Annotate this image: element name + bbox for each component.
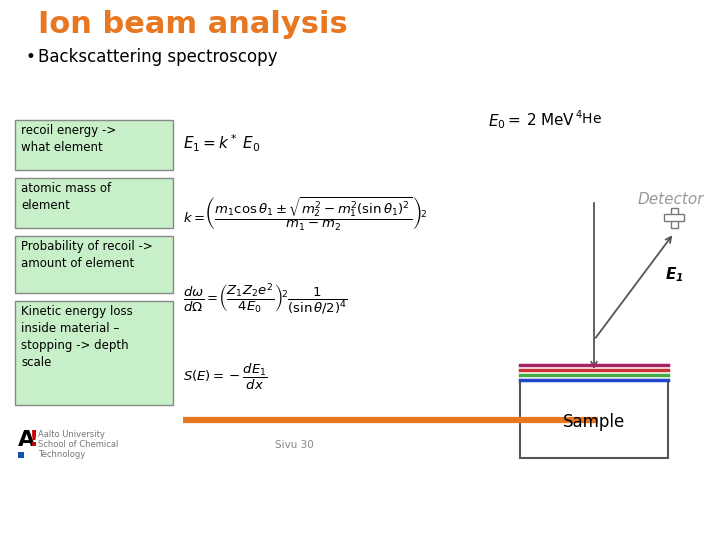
Text: $E_1 = k^* \; E_0$: $E_1 = k^* \; E_0$ bbox=[183, 133, 261, 154]
Bar bbox=[18, 452, 24, 458]
Bar bbox=[664, 214, 684, 221]
Text: A: A bbox=[18, 430, 35, 450]
Text: $k = \!\left(\dfrac{m_1\cos\theta_1 \pm \sqrt{m_2^2 - m_1^2(\sin\theta_1)^2}}{m_: $k = \!\left(\dfrac{m_1\cos\theta_1 \pm … bbox=[183, 196, 428, 233]
Text: Sivu 30: Sivu 30 bbox=[275, 440, 314, 450]
Text: !: ! bbox=[29, 430, 39, 450]
Text: recoil energy ->
what element: recoil energy -> what element bbox=[21, 124, 116, 154]
Text: Probability of recoil ->
amount of element: Probability of recoil -> amount of eleme… bbox=[21, 240, 153, 270]
FancyBboxPatch shape bbox=[15, 178, 173, 228]
Text: Detector: Detector bbox=[638, 192, 704, 207]
Bar bbox=[520, 380, 668, 458]
FancyBboxPatch shape bbox=[15, 120, 173, 170]
Text: $E_0$: $E_0$ bbox=[488, 112, 505, 131]
Text: Technology: Technology bbox=[38, 450, 85, 459]
Bar bbox=[671, 208, 678, 228]
Text: $S(E) = -\dfrac{dE_1}{dx}$: $S(E) = -\dfrac{dE_1}{dx}$ bbox=[183, 362, 268, 392]
Text: •: • bbox=[25, 48, 35, 66]
FancyBboxPatch shape bbox=[15, 301, 173, 405]
Text: $\dfrac{d\omega}{d\Omega} = \!\left(\dfrac{Z_1 Z_2 e^2}{4E_0}\right)^{\!2} \dfra: $\dfrac{d\omega}{d\Omega} = \!\left(\dfr… bbox=[183, 282, 348, 317]
Text: atomic mass of
element: atomic mass of element bbox=[21, 182, 111, 212]
Text: Kinetic energy loss
inside material –
stopping -> depth
scale: Kinetic energy loss inside material – st… bbox=[21, 305, 132, 369]
Text: Ion beam analysis: Ion beam analysis bbox=[38, 10, 348, 39]
Text: Sample: Sample bbox=[563, 413, 625, 431]
Text: $^4\mathrm{He}$: $^4\mathrm{He}$ bbox=[575, 108, 602, 126]
FancyBboxPatch shape bbox=[15, 236, 173, 293]
Text: Backscattering spectroscopy: Backscattering spectroscopy bbox=[38, 48, 277, 66]
Text: $= \, 2 \; \mathrm{MeV}$: $= \, 2 \; \mathrm{MeV}$ bbox=[505, 112, 575, 128]
Text: School of Chemical: School of Chemical bbox=[38, 440, 118, 449]
Text: Aalto University: Aalto University bbox=[38, 430, 105, 439]
Text: $\bfit{E}_1$: $\bfit{E}_1$ bbox=[665, 265, 684, 284]
